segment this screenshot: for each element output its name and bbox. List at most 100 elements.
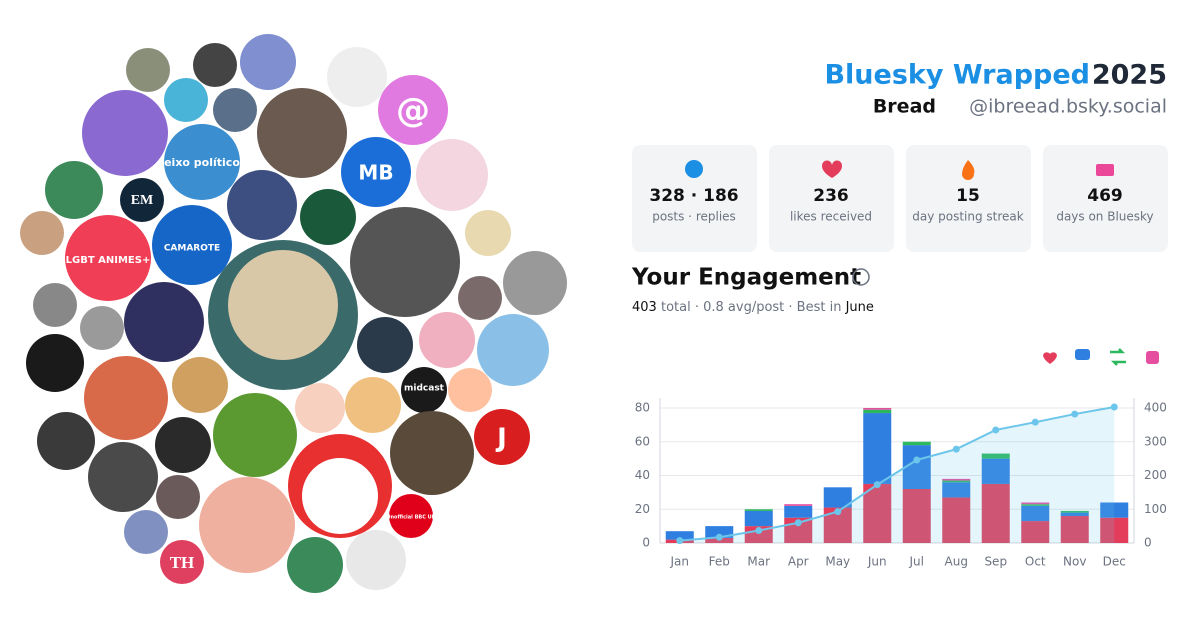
avatar [82, 90, 168, 176]
icon-cake [1096, 164, 1114, 176]
avatar [300, 189, 356, 245]
avatar-label: J [495, 424, 507, 454]
info-icon[interactable] [852, 268, 870, 286]
stat-card [769, 145, 894, 252]
avatar [124, 510, 168, 554]
bar-segment [981, 458, 1010, 484]
x-tick-label: Apr [788, 555, 809, 569]
avatar [156, 475, 200, 519]
avatar [448, 368, 492, 412]
avatar [327, 47, 387, 107]
total-label: total · [661, 300, 699, 315]
avatar [357, 317, 413, 373]
x-tick-label: Jan [670, 555, 690, 569]
bar-segment [942, 497, 971, 543]
avatar [350, 207, 460, 317]
avatar-label: CAMAROTE [164, 244, 220, 254]
brand: Bluesky Wrapped [824, 60, 1090, 91]
x-tick-label: Aug [945, 555, 968, 569]
icon-chat [685, 160, 703, 178]
y-tick-label: 60 [635, 434, 650, 448]
x-tick-label: May [825, 555, 850, 569]
engagement-summary: 403 total · 0.8 avg/post · Best in June [632, 300, 874, 315]
bar-segment [902, 489, 931, 543]
icon-fire [962, 160, 975, 180]
avatar [164, 78, 208, 122]
bar-segment [1021, 505, 1050, 522]
bar-segment [981, 453, 1010, 459]
stat-card [1043, 145, 1168, 252]
stat-value: 236 [813, 186, 849, 206]
avatar [45, 161, 103, 219]
avatar [33, 283, 77, 327]
x-tick-label: Nov [1063, 555, 1086, 569]
avg: 0.8 avg/post · Best in [703, 300, 841, 315]
icon-heart [821, 160, 843, 178]
bar-segment [942, 478, 971, 481]
y-tick-label: 20 [635, 502, 650, 516]
avatar [199, 477, 295, 573]
avatar-cloud: @ eixo político MB EM CAMAROTE LGBT ANIM… [20, 34, 567, 593]
bar-segment [1100, 517, 1129, 543]
avatar [126, 48, 170, 92]
stat-value: 15 [956, 186, 980, 206]
legend-toggle[interactable] [1075, 349, 1090, 360]
avatar-label: TH [170, 553, 195, 572]
x-tick-label: Mar [747, 555, 770, 569]
bar-segment [744, 526, 773, 543]
avatar-face [302, 458, 378, 534]
bar-segment [863, 408, 892, 410]
bar-segment [1021, 521, 1050, 543]
avatar [477, 314, 549, 386]
section-title: Your Engagement [631, 265, 861, 291]
avatar [155, 417, 211, 473]
bar-segment [1060, 510, 1089, 513]
line-point [873, 481, 881, 489]
user-name: Bread [873, 96, 936, 118]
avatar [88, 442, 158, 512]
line-point [676, 537, 684, 545]
bar-segment [1060, 512, 1089, 516]
avatar [227, 170, 297, 240]
y-tick-label: 40 [635, 468, 650, 482]
engagement-chart: 0 20 40 60 80 0 100 200 300 400 Jan Feb Mar Apr May Jun… [635, 398, 1167, 569]
avatar [341, 137, 411, 207]
bar-segment [902, 445, 931, 489]
line-point [952, 445, 960, 453]
line-point [715, 533, 723, 541]
avatar [240, 34, 296, 90]
stat-card [632, 145, 757, 252]
avatar [213, 393, 297, 477]
bar-segment [1021, 502, 1050, 505]
avatar-label: MB [358, 161, 393, 185]
bar-segment [705, 526, 734, 538]
legend-toggle[interactable] [1110, 348, 1126, 366]
x-tick-label: Dec [1103, 555, 1126, 569]
y-tick-label: 0 [642, 536, 650, 550]
avatar-label: LGBT ANIMES+ [66, 255, 151, 266]
x-tick-label: Jul [909, 555, 924, 569]
avatar [120, 178, 164, 222]
bar-segment [744, 510, 773, 527]
stat-label: days on Bluesky [1056, 210, 1153, 224]
avatar [257, 88, 347, 178]
avatar-label: EM [131, 193, 154, 208]
line-area [679, 406, 1115, 543]
avatar-label: @ [396, 91, 430, 131]
bar-segment [665, 531, 694, 540]
x-tick-label: Feb [709, 555, 730, 569]
bar-segment [744, 509, 773, 511]
legend-toggle[interactable] [1146, 351, 1159, 364]
bar-segment [823, 487, 852, 508]
bar-segment [1021, 504, 1050, 506]
line [679, 406, 1115, 542]
avatar [80, 306, 124, 350]
bar-segment [863, 409, 892, 414]
avatar-label: midcast [404, 384, 445, 394]
y2-tick-label: 0 [1144, 536, 1152, 550]
user-handle: @ibreead.bsky.social [969, 96, 1167, 118]
legend-toggle[interactable] [1043, 352, 1057, 364]
x-tick-label: Oct [1025, 555, 1046, 569]
avatar [474, 409, 530, 465]
